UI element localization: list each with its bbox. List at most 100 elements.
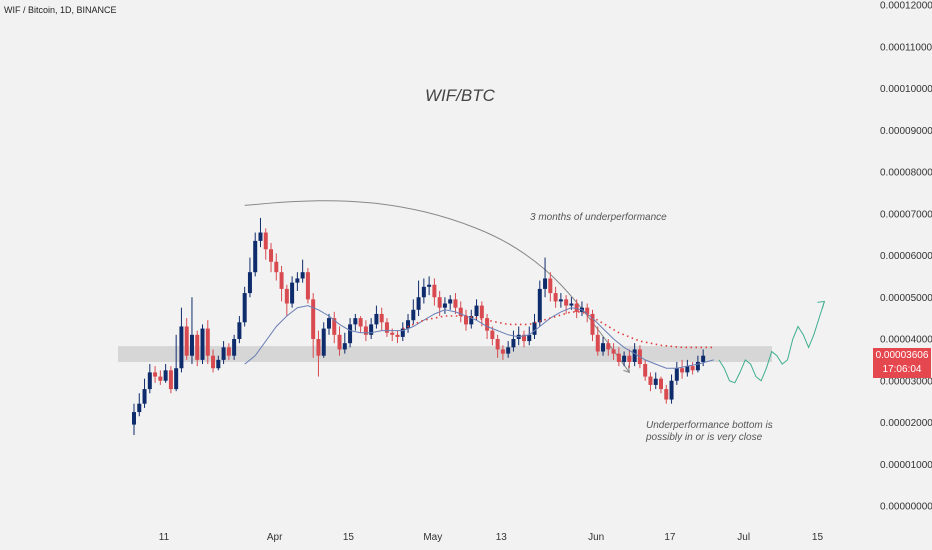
candle-body bbox=[664, 389, 669, 400]
candle-body bbox=[226, 347, 231, 356]
x-tick-label: 17 bbox=[664, 532, 676, 543]
candle-body bbox=[421, 286, 426, 298]
candle-body bbox=[232, 339, 237, 356]
candle-body bbox=[216, 359, 221, 369]
candle-body bbox=[479, 305, 484, 319]
candle-body bbox=[158, 376, 163, 381]
moving-average-line bbox=[244, 305, 714, 369]
candle-body bbox=[384, 322, 389, 333]
x-axis: 11 Apr 15 May 13 Jun 17 Jul 15 bbox=[159, 532, 824, 543]
projection-path bbox=[718, 301, 825, 384]
candle-body bbox=[274, 261, 279, 273]
candle-body bbox=[690, 366, 695, 371]
candle-body bbox=[395, 334, 400, 337]
candle-body bbox=[569, 303, 574, 306]
candle-body bbox=[147, 372, 152, 390]
y-tick-label: 0.00002000 bbox=[880, 418, 932, 429]
candle-body bbox=[437, 297, 442, 308]
candles-group bbox=[132, 217, 706, 436]
candle-body bbox=[379, 313, 384, 323]
candle-body bbox=[374, 313, 379, 325]
candle-body bbox=[348, 324, 353, 344]
candle-body bbox=[490, 330, 495, 339]
candle-body bbox=[464, 316, 469, 325]
candle-body bbox=[358, 318, 363, 327]
candle-body bbox=[695, 361, 700, 371]
candle-body bbox=[701, 355, 706, 362]
y-tick-label: 0.00009000 bbox=[880, 126, 932, 137]
candle-body bbox=[632, 349, 637, 362]
candle-body bbox=[685, 366, 690, 373]
candle-body bbox=[174, 368, 179, 390]
dotted-resistance-curve bbox=[402, 311, 714, 349]
candle-body bbox=[521, 334, 526, 342]
candle-body bbox=[585, 307, 590, 314]
candle-body bbox=[247, 272, 252, 294]
y-tick-label: 0.00006000 bbox=[880, 251, 932, 262]
candle-body bbox=[495, 339, 500, 350]
candle-body bbox=[669, 380, 674, 400]
candle-body bbox=[674, 368, 679, 381]
candle-body bbox=[168, 370, 173, 390]
candle-body bbox=[648, 376, 653, 385]
y-tick-label: 0.00012000 bbox=[880, 1, 932, 12]
candle-body bbox=[543, 278, 548, 289]
x-tick-label: 15 bbox=[343, 532, 355, 543]
candle-body bbox=[622, 355, 627, 362]
projection-arrowhead bbox=[817, 300, 826, 309]
candle-body bbox=[200, 328, 205, 360]
candle-body bbox=[326, 318, 331, 329]
y-tick-label: 0.00010000 bbox=[880, 84, 932, 95]
candle-body bbox=[416, 297, 421, 310]
candle-body bbox=[485, 318, 490, 331]
candle-body bbox=[300, 272, 305, 279]
y-tick-label: 0.00004000 bbox=[880, 335, 932, 346]
candle-body bbox=[290, 282, 295, 304]
current-price: 0.00003606 bbox=[875, 350, 929, 361]
y-tick-label: 0.00005000 bbox=[880, 293, 932, 304]
candle-body bbox=[137, 403, 142, 413]
candle-body bbox=[532, 322, 537, 335]
candle-body bbox=[316, 339, 321, 356]
candle-body bbox=[553, 293, 558, 302]
bar-countdown: 17:06:04 bbox=[882, 364, 922, 375]
candle-body bbox=[184, 326, 189, 356]
candle-body bbox=[400, 328, 405, 337]
candle-body bbox=[284, 288, 289, 304]
candle-body bbox=[221, 347, 226, 360]
candle-body bbox=[269, 249, 274, 262]
candle-body bbox=[189, 334, 194, 356]
candle-body bbox=[659, 378, 663, 390]
candle-body bbox=[601, 343, 606, 352]
candle-body bbox=[390, 332, 395, 335]
x-tick-label: Apr bbox=[267, 532, 283, 543]
arc-curve bbox=[244, 200, 630, 374]
candle-body bbox=[558, 299, 563, 302]
candle-body bbox=[448, 299, 453, 304]
y-tick-label: 0.00003000 bbox=[880, 376, 932, 387]
candle-body bbox=[242, 293, 247, 323]
candle-body bbox=[311, 299, 316, 339]
candle-body bbox=[616, 353, 621, 362]
candle-body bbox=[179, 326, 184, 369]
candle-body bbox=[500, 349, 505, 354]
candle-body bbox=[432, 284, 437, 298]
candle-body bbox=[537, 288, 542, 323]
candle-body bbox=[643, 364, 648, 377]
candle-body bbox=[611, 349, 616, 354]
candle-body bbox=[680, 368, 685, 373]
candle-body bbox=[142, 389, 147, 404]
candle-body bbox=[237, 322, 242, 339]
candle-body bbox=[205, 328, 210, 356]
candle-body bbox=[411, 309, 416, 321]
candle-body bbox=[305, 272, 310, 300]
x-tick-label: 11 bbox=[159, 532, 170, 543]
candle-body bbox=[527, 334, 532, 342]
candle-body bbox=[132, 412, 136, 425]
current-price-tag: 0.00003606 17:06:04 bbox=[873, 348, 931, 378]
x-tick-label: 15 bbox=[812, 532, 824, 543]
candle-body bbox=[595, 334, 600, 352]
candle-body bbox=[295, 278, 300, 283]
candle-body bbox=[458, 307, 463, 317]
